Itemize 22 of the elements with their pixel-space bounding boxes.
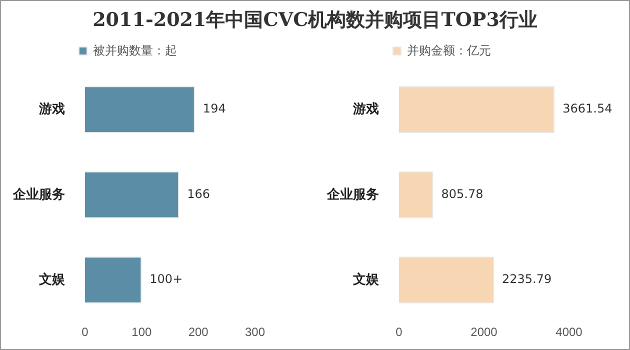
x-tick-label: 2000 <box>470 325 498 340</box>
data-label: 100+ <box>150 272 183 286</box>
y-tick-label: 游戏 <box>38 101 65 116</box>
x-tick-label: 0 <box>396 325 403 340</box>
x-tick-label: 0 <box>82 325 89 340</box>
y-tick-label: 文娱 <box>352 272 380 287</box>
y-tick-label: 企业服务 <box>12 186 65 202</box>
data-label: 805.78 <box>441 186 484 201</box>
x-tick-label: 200 <box>188 325 209 340</box>
x-tick-label: 300 <box>244 325 266 340</box>
x-tick-label: 100 <box>132 325 152 340</box>
legend-label: 被并购数量：起 <box>93 43 177 58</box>
x-tick-label: 4000 <box>556 325 583 340</box>
data-label: 166 <box>187 186 210 201</box>
legend-label: 并购金额：亿元 <box>407 43 491 58</box>
y-tick-label: 企业服务 <box>326 186 379 202</box>
data-label: 194 <box>202 102 226 116</box>
y-tick-label: 文娱 <box>38 272 66 287</box>
data-label: 2235.79 <box>502 272 552 286</box>
y-tick-label: 游戏 <box>352 101 379 116</box>
data-label: 3661.54 <box>562 102 612 116</box>
text: 2011-2021年中国CVC机构数并购项目TOP3行业 <box>92 8 538 33</box>
